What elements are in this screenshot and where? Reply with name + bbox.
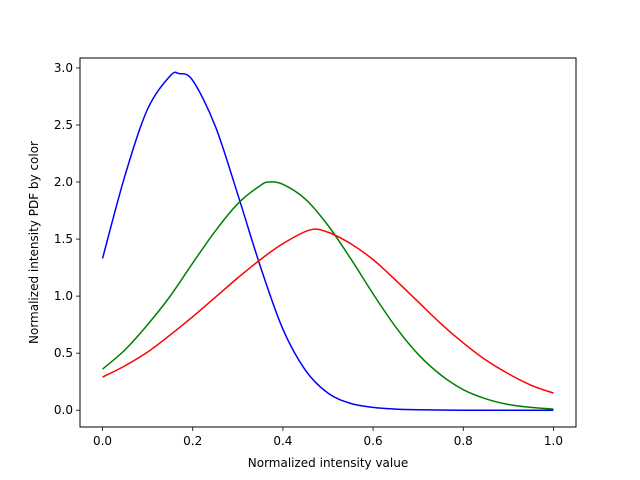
x-tick-label: 0.6 (364, 434, 383, 448)
x-axis-label: Normalized intensity value (248, 456, 408, 470)
x-tick-label: 0.0 (93, 434, 112, 448)
y-tick-label: 1.0 (54, 289, 73, 303)
x-tick-label: 1.0 (544, 434, 563, 448)
series-line-3 (102, 228, 554, 394)
x-tick-label: 0.4 (273, 434, 292, 448)
plot-area (80, 58, 576, 427)
y-tick-label: 2.5 (54, 118, 73, 132)
y-tick-label: 1.5 (54, 232, 73, 246)
y-tick-label: 3.0 (54, 61, 73, 75)
x-tick-label: 0.2 (183, 434, 202, 448)
series-line-1 (101, 71, 554, 412)
y-tick-label: 0.5 (54, 346, 73, 360)
y-axis-ticks: 0.0 0.5 1.0 1.5 2.0 2.5 3.0 (54, 61, 80, 417)
plot-frame (79, 57, 577, 428)
x-axis-ticks: 0.0 0.2 0.4 0.6 0.8 1.0 (93, 427, 563, 448)
y-tick-label: 2.0 (54, 175, 73, 189)
series-layer (101, 71, 554, 412)
series-line-2 (102, 181, 554, 410)
y-axis-label: Normalized intensity PDF by color (27, 141, 41, 344)
x-tick-label: 0.8 (454, 434, 473, 448)
y-tick-label: 0.0 (54, 403, 73, 417)
